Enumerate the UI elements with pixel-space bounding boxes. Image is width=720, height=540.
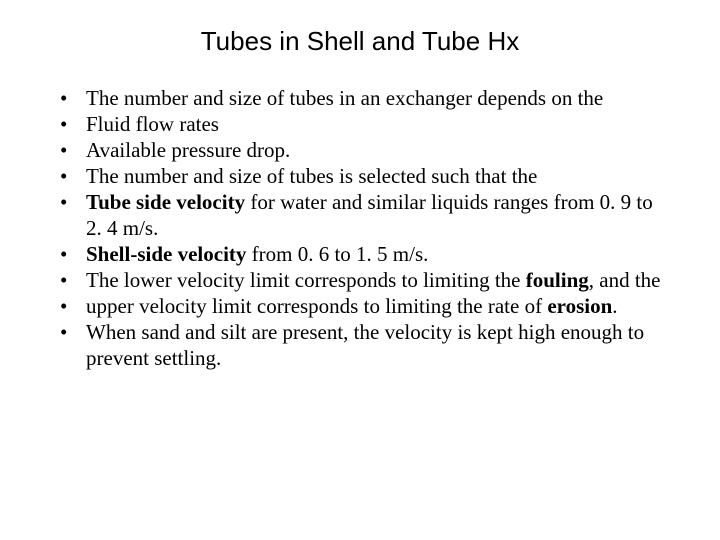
bullet-text-segment: The number and size of tubes in an excha…: [86, 86, 603, 110]
slide: Tubes in Shell and Tube Hx The number an…: [0, 0, 720, 540]
bullet-list: The number and size of tubes in an excha…: [48, 85, 672, 371]
bullet-text-segment: fouling: [526, 268, 589, 292]
bullet-text-segment: The number and size of tubes is selected…: [86, 164, 537, 188]
bullet-text-segment: .: [612, 294, 617, 318]
bullet-item: When sand and silt are present, the velo…: [56, 319, 664, 371]
bullet-item: Fluid flow rates: [56, 111, 664, 137]
bullet-text-segment: upper velocity limit corresponds to limi…: [86, 294, 547, 318]
bullet-text-segment: Shell-side velocity: [86, 242, 246, 266]
bullet-item: The number and size of tubes is selected…: [56, 163, 664, 189]
bullet-item: Shell-side velocity from 0. 6 to 1. 5 m/…: [56, 241, 664, 267]
bullet-item: upper velocity limit corresponds to limi…: [56, 293, 664, 319]
bullet-text-segment: Available pressure drop.: [86, 138, 290, 162]
bullet-text-segment: Tube side velocity: [86, 190, 245, 214]
bullet-text-segment: When sand and silt are present, the velo…: [86, 320, 644, 370]
slide-title: Tubes in Shell and Tube Hx: [48, 26, 672, 57]
bullet-text-segment: The lower velocity limit corresponds to …: [86, 268, 526, 292]
bullet-item: The number and size of tubes in an excha…: [56, 85, 664, 111]
bullet-text-segment: from 0. 6 to 1. 5 m/s.: [246, 242, 428, 266]
bullet-text-segment: , and the: [589, 268, 661, 292]
bullet-text-segment: Fluid flow rates: [86, 112, 219, 136]
bullet-item: The lower velocity limit corresponds to …: [56, 267, 664, 293]
bullet-text-segment: erosion: [547, 294, 612, 318]
bullet-item: Tube side velocity for water and similar…: [56, 189, 664, 241]
bullet-item: Available pressure drop.: [56, 137, 664, 163]
